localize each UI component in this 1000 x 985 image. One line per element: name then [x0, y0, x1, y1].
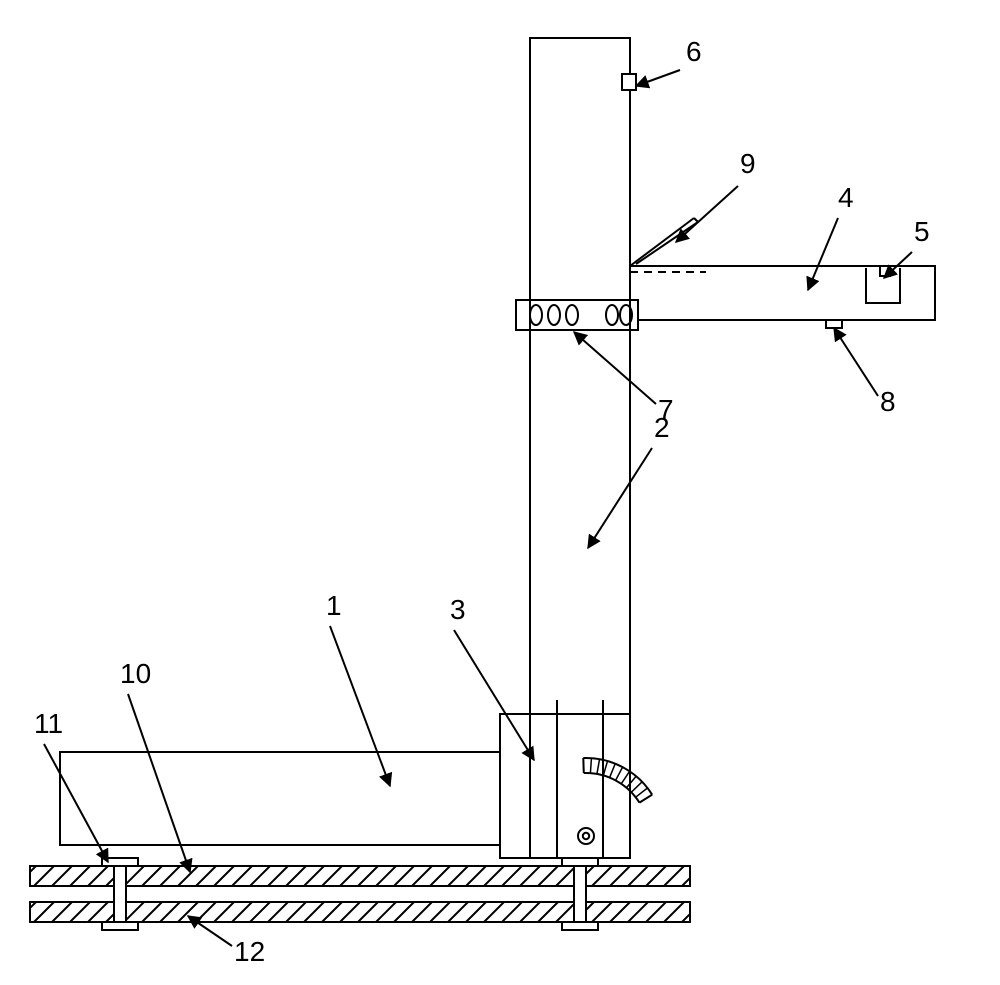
- callout-12: 12: [234, 936, 265, 968]
- callout-5: 5: [914, 216, 930, 248]
- callout-6: 6: [686, 36, 702, 68]
- callout-9: 9: [740, 148, 756, 180]
- callout-4: 4: [838, 182, 854, 214]
- callout-10: 10: [120, 658, 151, 690]
- callout-1: 1: [326, 590, 342, 622]
- callout-3: 3: [450, 594, 466, 626]
- callout-11: 11: [34, 708, 63, 740]
- callout-7: 7: [658, 394, 674, 426]
- callout-8: 8: [880, 386, 896, 418]
